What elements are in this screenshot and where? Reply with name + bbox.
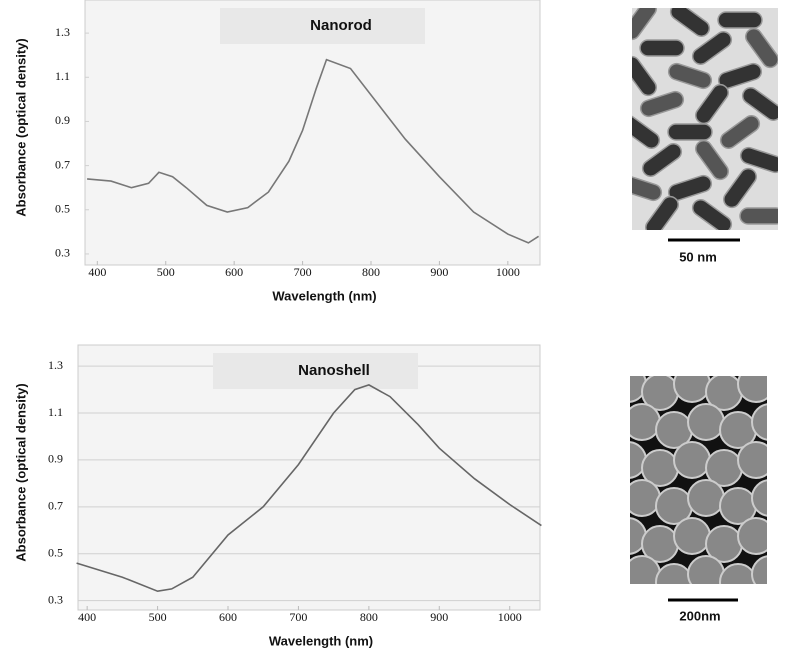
nanorod	[745, 27, 778, 69]
x-tick-label: 1000	[498, 610, 522, 624]
nanorod	[695, 83, 729, 125]
nanorod	[741, 87, 778, 121]
nanorod	[691, 31, 733, 65]
y-tick-label: 1.1	[48, 405, 63, 419]
nanorod	[667, 174, 713, 202]
absorbance-line	[76, 384, 542, 593]
nanoshell	[655, 563, 693, 584]
nanoshell	[673, 376, 711, 403]
y-tick-label: 0.7	[55, 157, 70, 171]
y-tick-label: 1.3	[55, 25, 70, 39]
nanorod	[632, 55, 657, 97]
y-tick-label: 1.1	[55, 69, 70, 83]
nanorod	[691, 199, 733, 230]
x-tick-label: 900	[430, 265, 448, 279]
nanoshell	[737, 517, 767, 555]
sem-image	[630, 376, 767, 584]
y-tick-label: 1.3	[48, 358, 63, 372]
absorbance-line	[87, 58, 540, 244]
y-tick-label: 0.9	[55, 113, 70, 127]
nanoshell	[751, 403, 767, 441]
nanoshell	[630, 441, 647, 479]
x-axis-label: Wavelength (nm)	[272, 288, 376, 303]
x-tick-label: 400	[88, 265, 106, 279]
x-tick-label: 700	[289, 610, 307, 624]
nanoshell	[687, 479, 725, 517]
nanorod	[632, 115, 661, 149]
y-tick-label: 0.7	[48, 499, 63, 513]
x-tick-label: 800	[360, 610, 378, 624]
x-tick-label: 1000	[496, 265, 520, 279]
nanoshell	[630, 376, 647, 403]
nanorod	[695, 139, 729, 181]
nanorod	[632, 8, 657, 41]
nanoshell	[751, 555, 767, 584]
nanoshell	[630, 555, 661, 584]
x-tick-label: 600	[219, 610, 237, 624]
nanorod	[669, 8, 711, 37]
nanorod	[639, 90, 685, 118]
y-tick-label: 0.5	[55, 202, 70, 216]
x-tick-label: 900	[430, 610, 448, 624]
nanorod	[719, 115, 761, 149]
nanorod	[667, 123, 713, 141]
nanoshell	[673, 517, 711, 555]
tem-image	[632, 8, 778, 230]
nanorod	[723, 167, 757, 209]
nanorod	[739, 207, 778, 225]
nanoshell	[630, 403, 661, 441]
nanorod	[645, 195, 679, 230]
x-axis-label: Wavelength (nm)	[269, 633, 373, 648]
x-tick-label: 400	[78, 610, 96, 624]
chart-title: Nanorod	[310, 17, 372, 34]
nanorod	[717, 11, 763, 29]
nanoshell	[687, 403, 725, 441]
nanoshell	[737, 376, 767, 403]
nanorod	[641, 143, 683, 177]
chart-title: Nanoshell	[298, 362, 370, 379]
nanorod	[739, 146, 778, 174]
y-tick-label: 0.5	[48, 545, 63, 559]
y-axis-label: Absorbance (optical density)	[13, 383, 28, 561]
nanoshell	[630, 479, 661, 517]
nanoshell	[719, 563, 757, 584]
nanorod	[717, 62, 763, 90]
nanoshell	[673, 441, 711, 479]
plot-area	[77, 344, 541, 611]
title-box	[220, 8, 425, 44]
nanorod	[667, 62, 713, 90]
x-tick-label: 500	[157, 265, 175, 279]
x-tick-label: 700	[294, 265, 312, 279]
y-tick-label: 0.3	[55, 246, 70, 260]
x-tick-label: 500	[149, 610, 167, 624]
nanoshell	[687, 555, 725, 584]
nanorod	[632, 174, 663, 202]
title-box	[213, 353, 418, 389]
nanorod	[639, 39, 685, 57]
nanoshell	[737, 441, 767, 479]
scale-label: 200nm	[679, 608, 720, 623]
y-tick-label: 0.9	[48, 452, 63, 466]
x-tick-label: 600	[225, 265, 243, 279]
scale-label: 50 nm	[679, 249, 717, 264]
nanoshell	[630, 517, 647, 555]
x-tick-label: 800	[362, 265, 380, 279]
plot-area	[84, 0, 541, 266]
y-axis-label: Absorbance (optical density)	[13, 38, 28, 216]
nanoshell	[751, 479, 767, 517]
y-tick-label: 0.3	[48, 592, 63, 606]
